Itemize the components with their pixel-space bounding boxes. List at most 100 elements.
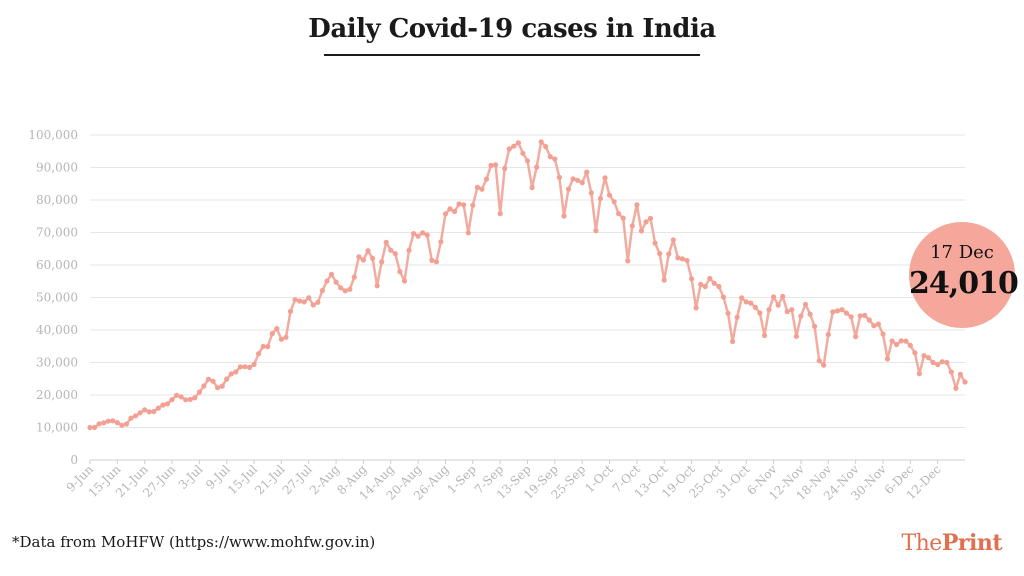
data-point (830, 309, 836, 315)
data-point (461, 202, 467, 208)
data-point (110, 418, 116, 424)
data-point (187, 396, 193, 402)
data-point (748, 300, 754, 306)
data-point (675, 255, 681, 261)
data-point (775, 302, 781, 308)
data-point (634, 202, 640, 208)
data-point (447, 206, 453, 212)
data-point (761, 332, 768, 339)
data-point (647, 215, 654, 221)
data-point (233, 369, 239, 375)
data-point (210, 378, 216, 384)
data-point (657, 251, 663, 257)
data-point (388, 247, 394, 253)
data-point (215, 385, 221, 391)
y-tick-label: 70,000 (36, 226, 78, 240)
data-point (347, 286, 353, 292)
data-point (178, 394, 184, 400)
data-point (493, 162, 499, 168)
data-point (365, 248, 371, 254)
data-point (164, 401, 171, 407)
data-point (133, 413, 139, 419)
data-point (397, 269, 403, 275)
data-point (520, 150, 526, 156)
data-point (479, 186, 485, 192)
data-point (552, 156, 558, 162)
data-point (151, 408, 157, 415)
data-point (196, 389, 202, 395)
data-point (616, 211, 622, 217)
data-point (333, 279, 339, 285)
data-point (524, 158, 531, 164)
data-point (689, 276, 695, 282)
y-tick-label: 80,000 (36, 193, 78, 207)
data-point (219, 383, 225, 389)
data-point (502, 165, 508, 172)
title-underline (324, 54, 700, 56)
data-point (707, 275, 713, 282)
data-point (515, 140, 522, 146)
data-point (698, 281, 704, 287)
data-point (160, 402, 166, 408)
data-point (661, 277, 667, 283)
y-tick-label: 90,000 (36, 161, 78, 175)
data-point (575, 177, 581, 183)
y-tick-label: 20,000 (36, 388, 78, 402)
data-point (629, 223, 635, 229)
data-point (816, 358, 822, 364)
data-point (547, 154, 553, 160)
data-point (625, 258, 631, 264)
data-point (292, 297, 298, 303)
data-point (739, 295, 745, 301)
data-point (807, 311, 813, 317)
data-point (597, 195, 604, 202)
data-point (228, 371, 234, 377)
data-point (324, 278, 330, 284)
data-point (310, 302, 316, 308)
data-point (702, 283, 708, 290)
data-point (224, 376, 230, 382)
data-point (420, 230, 426, 236)
data-point (269, 331, 275, 337)
y-tick-label: 60,000 (36, 258, 78, 272)
data-point (812, 323, 818, 329)
data-point (287, 308, 294, 314)
data-point (894, 341, 900, 348)
data-point (406, 247, 412, 253)
data-point (556, 174, 563, 180)
data-point (588, 190, 594, 196)
data-point (693, 305, 699, 311)
data-point (338, 285, 344, 291)
data-point (834, 308, 841, 314)
data-point (301, 299, 307, 305)
data-point (155, 405, 161, 411)
data-point (925, 355, 932, 361)
data-point (944, 359, 950, 366)
data-point (374, 283, 380, 289)
x-tick-label: 2-Aug (307, 462, 342, 497)
data-point (793, 333, 800, 339)
data-point (734, 314, 740, 320)
data-point (438, 239, 444, 245)
chart-title: Daily Covid-19 cases in India (308, 14, 716, 44)
data-point (506, 146, 512, 152)
source-note: *Data from MoHFW (https://www.mohfw.gov.… (12, 533, 376, 551)
data-point (711, 280, 717, 286)
data-point (274, 326, 280, 332)
data-point (789, 307, 795, 313)
data-point (242, 364, 248, 370)
data-point (123, 421, 130, 427)
data-point (725, 310, 731, 316)
data-point (351, 274, 357, 280)
data-point (488, 162, 494, 168)
data-point (511, 143, 517, 149)
data-point (579, 180, 585, 186)
data-point (670, 237, 676, 243)
data-point (474, 184, 480, 190)
data-point (142, 407, 148, 413)
data-point (584, 169, 590, 175)
data-point (638, 228, 645, 234)
data-point (205, 376, 212, 382)
data-point (935, 361, 941, 368)
